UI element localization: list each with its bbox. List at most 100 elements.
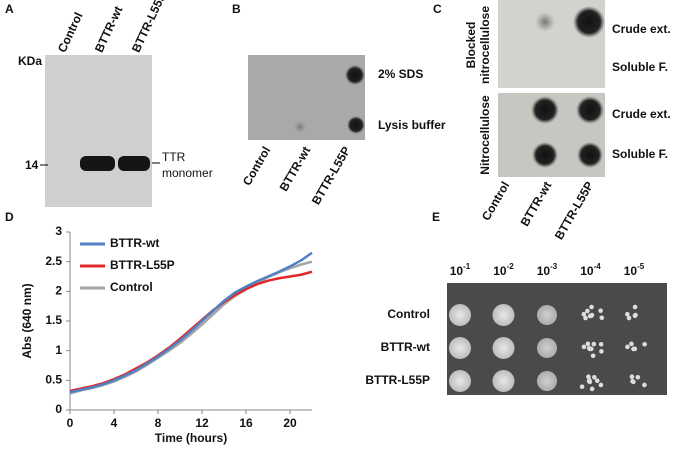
colony-spot xyxy=(537,305,557,325)
row-label: Soluble F. xyxy=(612,60,668,74)
legend-label: BTTR-L55P xyxy=(110,258,175,272)
membrane-label: Nitrocellulose xyxy=(478,95,492,175)
colony xyxy=(587,313,593,319)
colony xyxy=(594,378,600,384)
dilution-label: 10-5 xyxy=(624,262,645,278)
row-label: Crude ext. xyxy=(612,107,671,121)
dilution-exp: -3 xyxy=(550,262,558,271)
dilution-base: 10 xyxy=(537,264,551,278)
dilution-base: 10 xyxy=(580,264,594,278)
legend-label: BTTR-wt xyxy=(110,236,159,250)
colony xyxy=(629,374,635,380)
x-tick-label: 0 xyxy=(67,416,74,430)
membrane-label: Blocked xyxy=(464,22,478,69)
row-label: Crude ext. xyxy=(612,22,671,36)
dilution-label: 10-2 xyxy=(493,262,514,278)
lane-label: BTTR-wt xyxy=(92,4,126,55)
spot xyxy=(576,96,604,124)
colony xyxy=(589,386,595,392)
colony xyxy=(598,308,603,314)
colony xyxy=(599,315,605,321)
band xyxy=(118,156,150,171)
x-axis-title: Time (hours) xyxy=(155,431,227,445)
lane-label: BTTR-wt xyxy=(277,144,314,194)
colony xyxy=(586,374,591,380)
spot xyxy=(535,12,555,32)
colony xyxy=(635,374,641,380)
strain-label: BTTR-L55P xyxy=(365,373,430,387)
colony xyxy=(581,311,587,317)
colony xyxy=(630,378,635,384)
dilution-base: 10 xyxy=(493,264,507,278)
y-tick-label: 2 xyxy=(55,284,62,298)
colony xyxy=(632,313,638,319)
panel-label: B xyxy=(232,2,241,16)
colony xyxy=(587,378,592,383)
unit-label: KDa xyxy=(18,54,42,68)
row-label: Soluble F. xyxy=(612,147,668,161)
y-tick-label: 1 xyxy=(55,343,62,357)
dilution-base: 10 xyxy=(450,264,464,278)
colony xyxy=(586,346,592,351)
marker-label: 14 xyxy=(25,158,39,172)
colony-spot xyxy=(449,370,471,392)
dilution-exp: -2 xyxy=(507,262,515,271)
colony xyxy=(590,353,596,359)
colony xyxy=(589,304,594,310)
dilution-exp: -4 xyxy=(594,262,602,271)
spot xyxy=(573,6,605,38)
lane-label: BTTR-L55P xyxy=(552,179,596,242)
y-tick-label: 2.5 xyxy=(45,254,62,268)
spot xyxy=(532,142,558,168)
x-tick-label: 8 xyxy=(155,416,162,430)
dilution-exp: -1 xyxy=(463,262,471,271)
y-tick-label: 0.5 xyxy=(45,373,62,387)
lane-label: Control xyxy=(240,144,273,188)
blot-a xyxy=(45,55,152,207)
dilution-label: 10-4 xyxy=(580,262,601,278)
colony xyxy=(585,308,590,314)
strain-label: BTTR-wt xyxy=(381,340,430,354)
blot-b xyxy=(248,55,365,140)
colony xyxy=(592,374,597,380)
colony-spot xyxy=(537,371,557,391)
colony xyxy=(631,346,636,352)
colony xyxy=(632,304,638,310)
dilution-label: 10-3 xyxy=(537,262,558,278)
row-label: Lysis buffer xyxy=(378,118,446,132)
spot xyxy=(347,116,365,134)
colony xyxy=(626,315,632,321)
panel-label: E xyxy=(432,210,440,224)
colony xyxy=(585,341,591,347)
band xyxy=(80,156,115,171)
colony xyxy=(598,382,604,388)
panel-label: C xyxy=(433,2,442,16)
membrane-label: nitrocellulose xyxy=(478,6,492,84)
x-tick-label: 4 xyxy=(111,416,118,430)
band-label: monomer xyxy=(162,166,213,180)
colony xyxy=(642,341,647,347)
colony xyxy=(579,384,585,389)
legend-label: Control xyxy=(110,280,153,294)
colony xyxy=(625,344,630,350)
y-tick-label: 1.5 xyxy=(45,313,62,327)
colony xyxy=(583,315,588,321)
band-label: TTR xyxy=(162,150,186,164)
x-tick-label: 12 xyxy=(195,416,209,430)
panel-label: A xyxy=(5,2,14,16)
y-tick-label: 3 xyxy=(55,224,62,238)
colony xyxy=(629,341,634,347)
colony xyxy=(642,382,647,388)
spot xyxy=(294,121,306,133)
dilution-base: 10 xyxy=(624,264,638,278)
colony-spot xyxy=(537,338,557,358)
series-line xyxy=(69,260,313,395)
colony xyxy=(591,341,597,347)
colony-spot xyxy=(492,337,515,359)
row-label: 2% SDS xyxy=(378,67,423,81)
lane-label: Control xyxy=(479,179,512,223)
lane-label: Control xyxy=(55,10,86,55)
series-line xyxy=(69,251,313,394)
y-axis-title: Abs (640 nm) xyxy=(20,283,34,358)
